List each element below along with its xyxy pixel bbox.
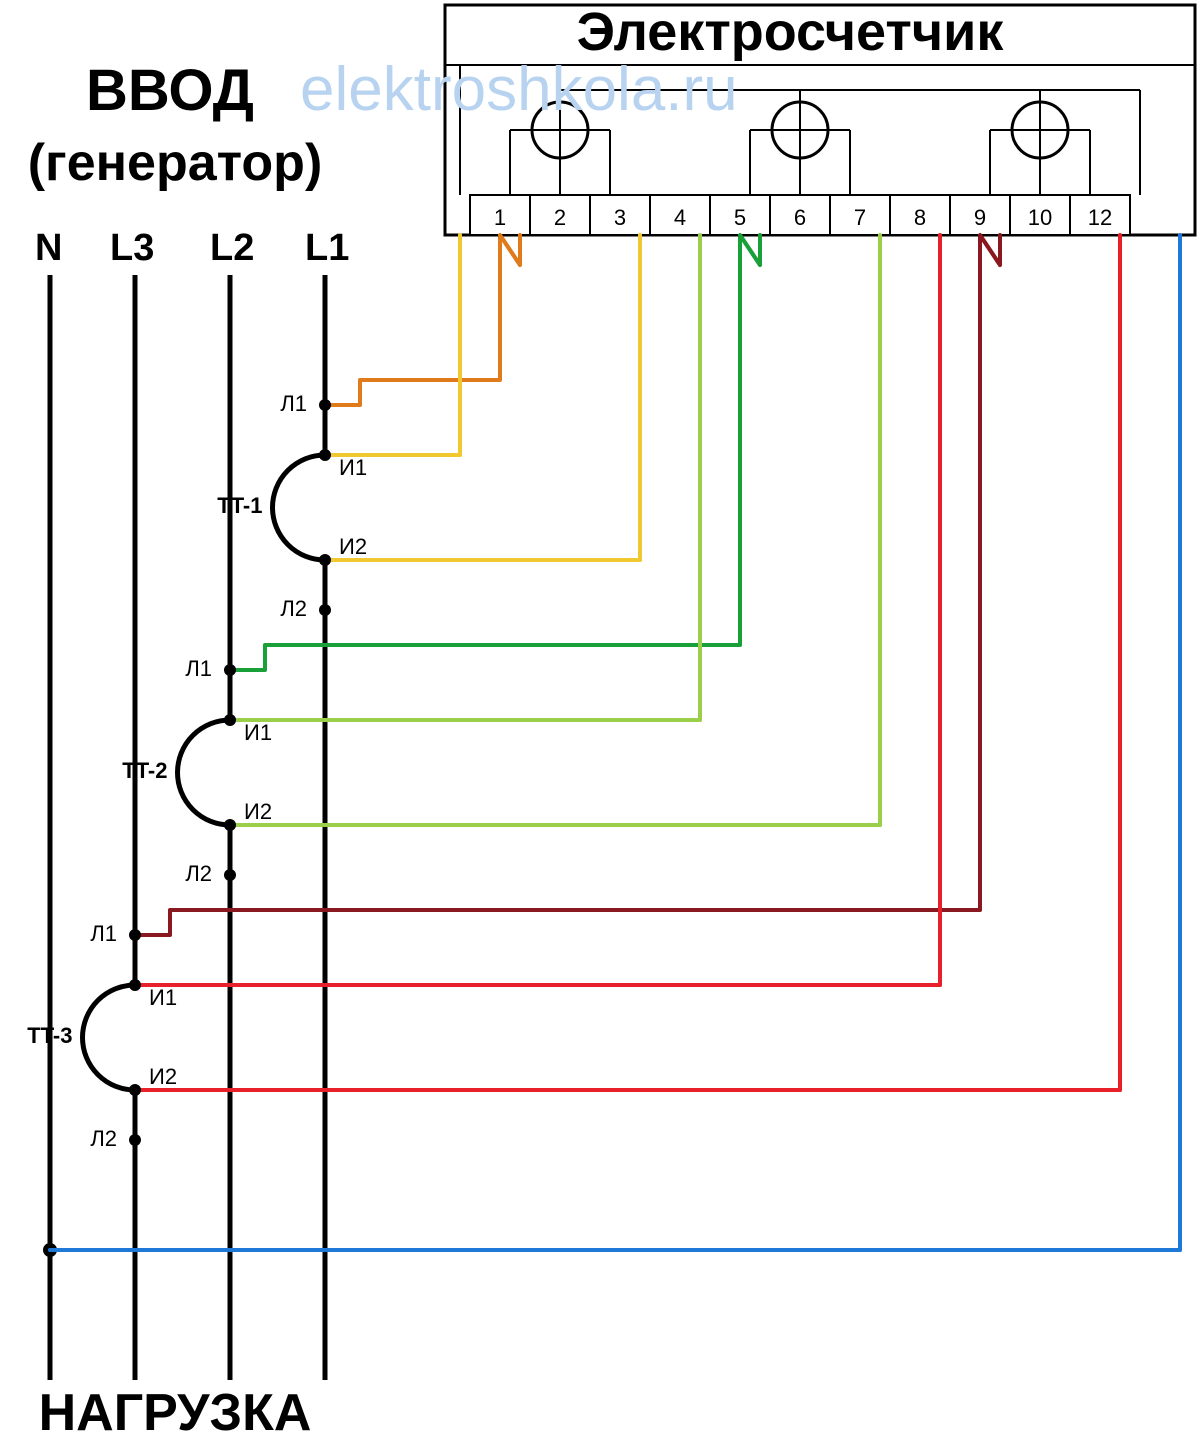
ct3-l1-label: Л1	[90, 921, 117, 946]
wiring-diagram: 1234567891012Л1И1И2Л2TT-1Л1И1И2Л2TT-2Л1И…	[0, 0, 1204, 1452]
phase-label-l1: L1	[305, 227, 349, 269]
phase-label-l2: L2	[210, 227, 254, 269]
ct1-i2-label: И2	[339, 534, 367, 559]
input2-title: (генератор)	[28, 134, 323, 192]
terminal-label-10: 10	[1028, 205, 1052, 230]
load-title: НАГРУЗКА	[39, 1384, 312, 1442]
ct2-i2-label: И2	[244, 799, 272, 824]
ct1-l1-label: Л1	[280, 391, 307, 416]
phase-label-n: N	[35, 227, 62, 269]
terminal-label-7: 7	[854, 205, 866, 230]
ct2-l2-label: Л2	[185, 861, 212, 886]
terminal-label-5: 5	[734, 205, 746, 230]
terminal-label-4: 4	[674, 205, 686, 230]
ct2-i1-label: И1	[244, 720, 272, 745]
terminal-label-6: 6	[794, 205, 806, 230]
input1-title: ВВОД	[86, 58, 254, 123]
ct2-name: TT-2	[122, 758, 167, 783]
terminal-label-12: 12	[1088, 205, 1112, 230]
phase-label-l3: L3	[110, 227, 154, 269]
ct1-l2-label: Л2	[280, 596, 307, 621]
ct1-i1-label: И1	[339, 455, 367, 480]
ct2-l1-label: Л1	[185, 656, 212, 681]
terminal-label-2: 2	[554, 205, 566, 230]
watermark: elektroshkola.ru	[300, 55, 738, 124]
ct1-name: TT-1	[217, 493, 262, 518]
terminal-label-3: 3	[614, 205, 626, 230]
ct3-name: TT-3	[27, 1023, 72, 1048]
meter-title: Электросчетчик	[577, 2, 1005, 62]
ct3-l2-label: Л2	[90, 1126, 117, 1151]
terminal-label-8: 8	[914, 205, 926, 230]
ct3-i2-label: И2	[149, 1064, 177, 1089]
terminal-label-9: 9	[974, 205, 986, 230]
terminal-label-1: 1	[494, 205, 506, 230]
ct3-i1-label: И1	[149, 985, 177, 1010]
